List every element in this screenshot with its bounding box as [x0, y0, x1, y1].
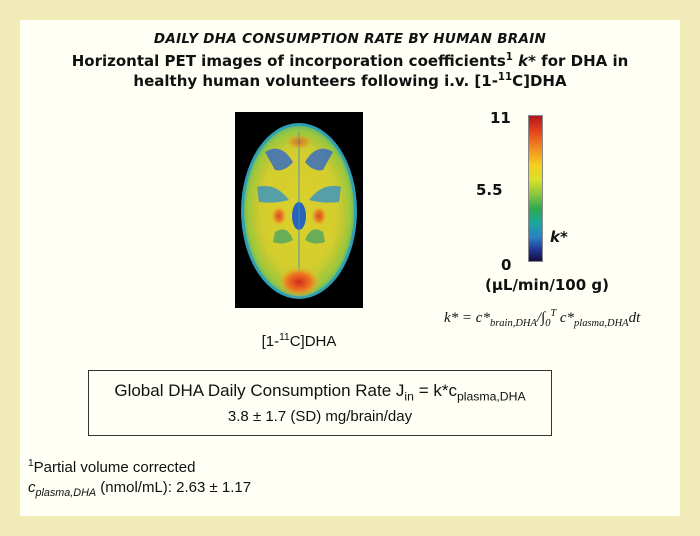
figure-title: DAILY DHA CONSUMPTION RATE BY HUMAN BRAI… — [153, 31, 547, 47]
pet-brain-image — [235, 112, 363, 308]
footnote-1-marker: 1 — [28, 458, 34, 469]
colorbar-variable-label: k* — [550, 228, 568, 246]
formula-integral: /∫ — [536, 310, 546, 326]
brain-scan-graphic — [241, 123, 357, 299]
footnote-2-text: (nmol/mL): 2.63 ± 1.17 — [96, 479, 252, 496]
image-label-superscript: 11 — [279, 332, 290, 343]
k-star-formula: k* = c*brain,DHA/∫0T c*plasma,DHAdt — [444, 308, 641, 329]
colorbar-min-label: 0 — [501, 256, 512, 274]
formula-c-plasma: c* — [559, 310, 575, 326]
formula-sub-brain: brain,DHA — [489, 318, 537, 329]
image-label: [1-11C]DHA — [235, 332, 363, 350]
subtitle-text: Horizontal PET images of incorporation c… — [71, 52, 506, 70]
subtitle-text-2-end: C]DHA — [512, 72, 567, 90]
footnote-2-c: c — [28, 479, 36, 496]
rate-text: Global DHA Daily Consumption Rate J — [114, 381, 405, 400]
colorbar-mid-label: 5.5 — [476, 181, 503, 199]
figure-subtitle-line-1: Horizontal PET images of incorporation c… — [20, 52, 680, 70]
consumption-rate-equation: Global DHA Daily Consumption Rate Jin = … — [89, 381, 551, 404]
footnote-2: cplasma,DHA (nmol/mL): 2.63 ± 1.17 — [28, 479, 252, 499]
formula-sub-plasma: plasma,DHA — [574, 318, 629, 329]
colorbar — [528, 115, 543, 262]
footnote-marker: 1 — [505, 52, 513, 63]
formula-int-upper: T — [550, 308, 557, 319]
consumption-rate-value: 3.8 ± 1.7 (SD) mg/brain/day — [227, 408, 413, 425]
subtitle-text-2: healthy human volunteers following i.v. … — [133, 72, 498, 90]
colorbar-max-label: 11 — [490, 109, 511, 127]
formula-lhs: k* = c* — [444, 310, 490, 326]
image-label-post: C]DHA — [289, 333, 337, 350]
subtitle-text-end: for DHA in — [541, 52, 629, 70]
isotope-superscript: 11 — [497, 72, 513, 83]
colorbar-unit-label: (µL/min/100 g) — [485, 276, 609, 294]
image-label-pre: [1- — [261, 333, 280, 350]
rate-sub-plasma: plasma,DHA — [456, 389, 526, 404]
footnote-1-text: Partial volume corrected — [33, 459, 196, 476]
footnote-2-sub: plasma,DHA — [35, 487, 97, 499]
k-symbol: k* — [518, 52, 536, 70]
figure-subtitle-line-2: healthy human volunteers following i.v. … — [20, 72, 680, 90]
formula-int-lower: 0 — [545, 318, 551, 329]
formula-dt: dt — [628, 310, 641, 326]
consumption-rate-box: Global DHA Daily Consumption Rate Jin = … — [88, 370, 552, 436]
rate-sub-in: in — [404, 389, 414, 404]
footnote-1: 1Partial volume corrected — [28, 458, 196, 476]
rate-eq: = k*c — [418, 381, 457, 400]
